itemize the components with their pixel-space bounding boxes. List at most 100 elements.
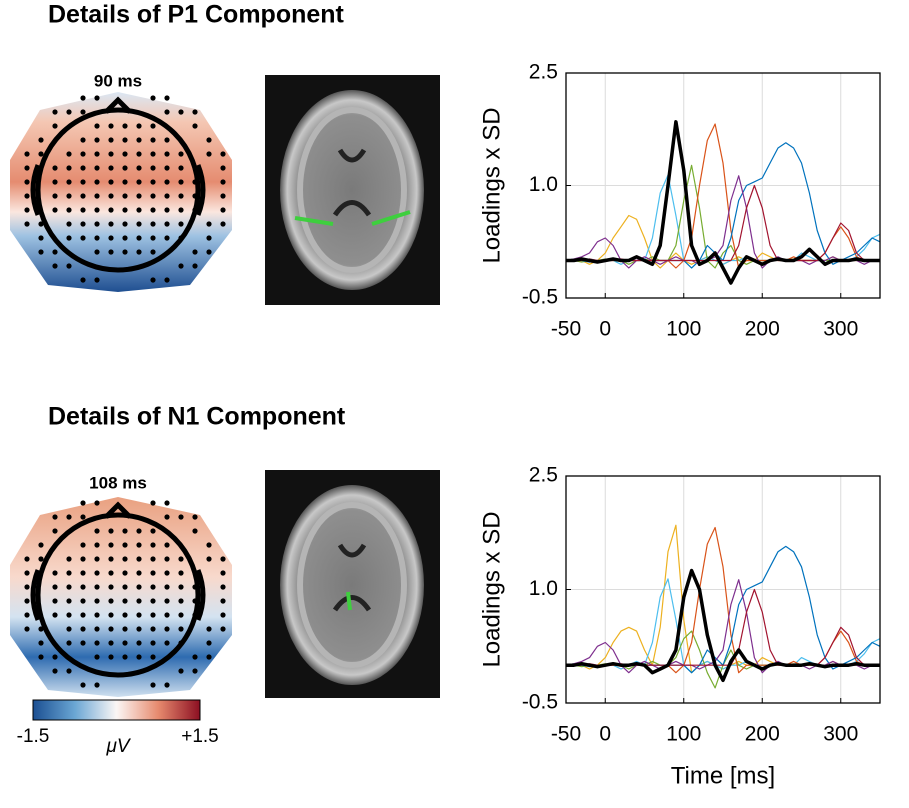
- electrode: [178, 193, 184, 199]
- electrode: [192, 165, 198, 171]
- brain-image: [265, 470, 440, 698]
- electrode: [122, 556, 128, 562]
- electrode: [178, 612, 184, 618]
- electrode: [150, 151, 156, 157]
- electrode: [52, 514, 58, 520]
- electrode: [94, 654, 100, 660]
- electrode: [192, 179, 198, 185]
- electrode: [164, 151, 170, 157]
- electrode: [150, 165, 156, 171]
- electrode: [66, 165, 72, 171]
- electrode: [136, 221, 142, 227]
- electrode: [94, 221, 100, 227]
- topo-time: 90 ms: [94, 71, 142, 90]
- electrode: [122, 193, 128, 199]
- electrode: [150, 137, 156, 143]
- electrode: [66, 235, 72, 241]
- electrode: [220, 556, 226, 562]
- electrode: [178, 263, 184, 269]
- electrode: [38, 626, 44, 632]
- electrode: [94, 151, 100, 157]
- electrode: [150, 95, 156, 101]
- x-tick-label: 200: [745, 723, 780, 746]
- electrode: [94, 570, 100, 576]
- electrode: [192, 668, 198, 674]
- electrode: [178, 514, 184, 520]
- electrode: [80, 137, 86, 143]
- x-tick-label: -50: [551, 723, 581, 746]
- electrode: [80, 109, 86, 115]
- electrode: [220, 584, 226, 590]
- electrode: [178, 165, 184, 171]
- electrode: [150, 612, 156, 618]
- electrode: [38, 137, 44, 143]
- plot-frame: [565, 475, 881, 704]
- electrode: [66, 151, 72, 157]
- electrode: [220, 598, 226, 604]
- electrode: [122, 626, 128, 632]
- electrode: [164, 207, 170, 213]
- electrode: [136, 235, 142, 241]
- electrode: [52, 654, 58, 660]
- electrode: [150, 640, 156, 646]
- electrode: [136, 598, 142, 604]
- x-tick-label: 0: [599, 318, 611, 341]
- electrode: [192, 207, 198, 213]
- brain-image: [265, 75, 440, 305]
- electrode: [108, 123, 114, 129]
- electrode: [164, 612, 170, 618]
- electrode: [52, 528, 58, 534]
- electrode: [220, 221, 226, 227]
- electrode: [136, 528, 142, 534]
- electrode: [122, 207, 128, 213]
- electrode: [192, 193, 198, 199]
- electrode: [80, 640, 86, 646]
- electrode: [150, 123, 156, 129]
- electrode: [192, 612, 198, 618]
- electrode: [178, 598, 184, 604]
- electrode: [122, 165, 128, 171]
- electrode: [38, 221, 44, 227]
- electrode: [122, 179, 128, 185]
- electrode: [66, 193, 72, 199]
- electrode: [80, 682, 86, 688]
- electrode: [52, 193, 58, 199]
- electrode: [150, 235, 156, 241]
- electrode: [94, 179, 100, 185]
- electrode: [66, 612, 72, 618]
- electrode: [150, 500, 156, 506]
- electrode: [178, 626, 184, 632]
- series-line: [566, 588, 880, 666]
- colorbar-unit: μV: [105, 736, 131, 757]
- electrode: [206, 626, 212, 632]
- electrode: [52, 109, 58, 115]
- y-tick-label: 1.0: [529, 577, 558, 600]
- electrode: [80, 584, 86, 590]
- series-line: [566, 184, 880, 262]
- electrode: [192, 528, 198, 534]
- electrode: [80, 514, 86, 520]
- electrode: [80, 500, 86, 506]
- electrode: [80, 556, 86, 562]
- electrode: [24, 193, 30, 199]
- electrode: [80, 207, 86, 213]
- electrode: [66, 556, 72, 562]
- electrode: [136, 626, 142, 632]
- electrode: [178, 207, 184, 213]
- electrode: [66, 263, 72, 269]
- electrode: [178, 584, 184, 590]
- electrode: [136, 193, 142, 199]
- electrode: [150, 654, 156, 660]
- electrode: [136, 584, 142, 590]
- electrode: [164, 682, 170, 688]
- electrode: [52, 263, 58, 269]
- electrode: [206, 151, 212, 157]
- electrode: [178, 151, 184, 157]
- electrode: [66, 207, 72, 213]
- electrode: [220, 612, 226, 618]
- electrode: [66, 221, 72, 227]
- electrode: [66, 179, 72, 185]
- electrode: [150, 584, 156, 590]
- electrode: [178, 221, 184, 227]
- electrode: [52, 598, 58, 604]
